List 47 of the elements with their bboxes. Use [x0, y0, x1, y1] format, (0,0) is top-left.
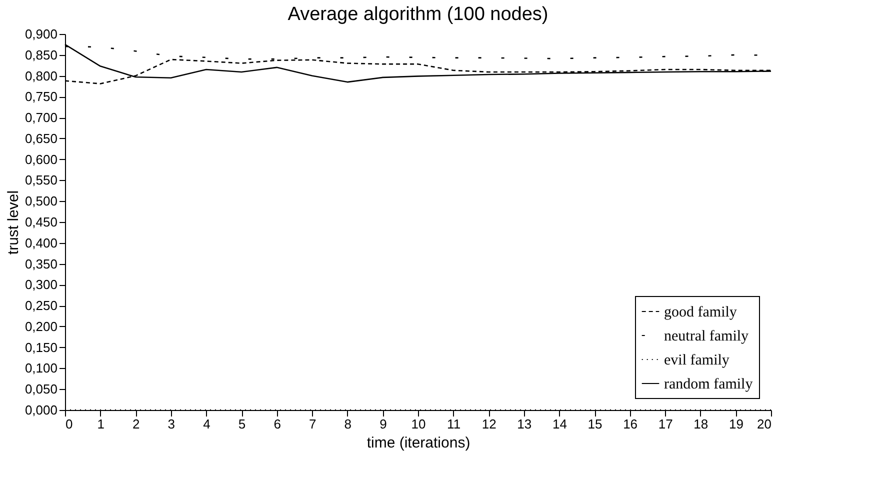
y-tick-label: 0,900	[24, 26, 58, 42]
x-tick-label: 13	[517, 416, 532, 432]
x-tick-label: 8	[344, 416, 352, 432]
y-tick-label: 0,800	[24, 68, 58, 84]
y-tick-label: 0,200	[24, 318, 58, 334]
y-tick-label: 0,250	[24, 298, 58, 314]
y-tick-label: 0,500	[24, 194, 58, 209]
y-axis-title: trust level	[4, 190, 22, 255]
x-tick-label: 3	[168, 416, 176, 432]
y-tick-label: 0,350	[24, 256, 58, 272]
chart-title: Average algorithm (100 nodes)	[288, 4, 548, 25]
x-tick-label: 5	[238, 416, 246, 432]
x-tick-label: 18	[694, 416, 708, 432]
y-tick-label: 0,450	[24, 214, 58, 230]
x-tick-label: 16	[623, 416, 638, 432]
x-axis-title: time (iterations)	[366, 434, 470, 452]
y-tick-label: 0,050	[24, 382, 58, 397]
y-tick-label: 0,400	[24, 235, 58, 250]
x-tick-label: 7	[308, 416, 316, 432]
x-tick-label: 0	[66, 416, 73, 432]
x-tick-label: 1	[97, 416, 104, 432]
y-tick-label: 0,850	[24, 47, 58, 62]
legend-label: random family	[664, 376, 754, 392]
x-tick-label: 2	[132, 416, 140, 432]
y-tick-label: 0,650	[24, 130, 58, 146]
y-tick-label: 0,600	[24, 152, 58, 167]
x-tick-label: 10	[411, 416, 426, 432]
x-tick-label: 20	[757, 416, 772, 432]
x-tick-label: 6	[274, 416, 281, 432]
x-tick-label: 9	[380, 416, 387, 432]
y-tick-label: 0,700	[24, 110, 58, 126]
y-tick-label: 0,300	[24, 277, 58, 292]
legend-label: good family	[664, 304, 738, 320]
x-tick-label: 17	[658, 416, 673, 432]
x-tick-label: 14	[552, 416, 567, 432]
x-tick-label: 15	[588, 416, 602, 432]
y-tick-label: 0,150	[24, 340, 58, 355]
y-tick-label: 0,100	[24, 360, 58, 376]
legend-label: neutral family	[664, 328, 750, 344]
x-tick-label: 11	[447, 416, 461, 432]
x-tick-label: 4	[203, 416, 210, 432]
y-tick-label: 0,000	[24, 402, 58, 418]
x-tick-label: 19	[728, 416, 744, 432]
legend-label: evil family	[664, 352, 730, 368]
y-tick-label: 0,750	[24, 89, 58, 104]
y-tick-label: 0,550	[24, 172, 58, 188]
x-tick-label: 12	[482, 416, 496, 432]
